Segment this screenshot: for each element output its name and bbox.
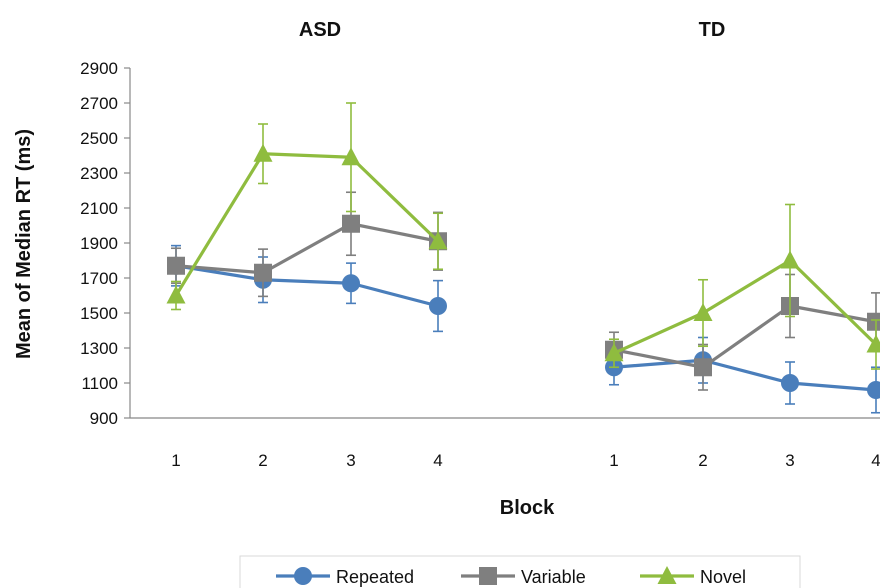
panel-title-td: TD xyxy=(699,19,726,41)
legend-marker xyxy=(657,566,677,584)
x-ticks: 1 2 3 4 1 2 3 4 xyxy=(171,451,880,470)
data-point xyxy=(781,374,799,392)
legend: Repeated Variable Novel xyxy=(239,555,801,588)
data-point xyxy=(429,297,447,315)
data-point xyxy=(166,285,186,304)
series-layer xyxy=(166,102,880,414)
y-tick-label: 1300 xyxy=(80,339,118,358)
legend-label: Novel xyxy=(700,567,746,587)
series-line xyxy=(613,304,877,369)
x-tick-label: 1 xyxy=(609,451,618,470)
series-line xyxy=(613,358,877,392)
data-point xyxy=(342,214,360,233)
x-tick-label: 3 xyxy=(346,451,355,470)
y-tick-label: 2100 xyxy=(80,199,118,218)
data-point xyxy=(693,303,713,321)
y-ticks: 900 1100 1300 1500 1700 1900 2100 2300 2500 2700 2… xyxy=(80,59,130,428)
y-tick-label: 2500 xyxy=(80,129,118,148)
y-tick-label: 2700 xyxy=(80,94,118,113)
y-tick-label: 2900 xyxy=(80,59,118,78)
series-novel-panel-1 xyxy=(166,102,448,311)
panel-title-asd: ASD xyxy=(299,19,341,41)
top-strip xyxy=(0,0,880,18)
data-point xyxy=(341,147,361,166)
data-point xyxy=(866,334,880,353)
x-tick-label: 3 xyxy=(785,451,794,470)
x-tick-label: 4 xyxy=(433,451,442,470)
x-tick-label: 4 xyxy=(871,451,880,470)
legend-box xyxy=(239,555,801,588)
legend-label: Repeated xyxy=(336,567,414,587)
legend-marker xyxy=(479,567,497,585)
y-tick-label: 1700 xyxy=(80,269,118,288)
data-point xyxy=(167,256,185,275)
x-tick-label: 1 xyxy=(171,451,180,470)
y-tick-label: 2300 xyxy=(80,164,118,183)
x-axis-label: Block xyxy=(500,497,555,519)
data-point xyxy=(254,263,272,282)
y-tick-label: 900 xyxy=(90,409,118,428)
y-tick-label: 1500 xyxy=(80,304,118,323)
x-tick-label: 2 xyxy=(258,451,267,470)
data-point xyxy=(253,143,273,162)
legend-items: Repeated Variable Novel xyxy=(276,566,746,587)
y-axis-label: Mean of Median RT (ms) xyxy=(13,129,35,359)
series-line xyxy=(174,152,440,297)
data-point xyxy=(867,312,880,331)
series-novel-panel-2 xyxy=(604,203,880,370)
data-point xyxy=(867,381,880,399)
data-point xyxy=(342,274,360,293)
data-point xyxy=(780,250,800,269)
series-variable-panel-1 xyxy=(167,191,447,298)
data-point xyxy=(694,358,712,377)
x-tick-label: 2 xyxy=(698,451,707,470)
series-line xyxy=(613,258,878,355)
series-line xyxy=(175,264,439,308)
data-point xyxy=(604,343,624,362)
y-tick-label: 1900 xyxy=(80,234,118,253)
legend-marker xyxy=(294,567,312,585)
y-tick-label: 1100 xyxy=(81,374,118,393)
data-point xyxy=(428,231,448,250)
legend-label: Variable xyxy=(521,567,586,587)
series-line xyxy=(175,222,439,275)
